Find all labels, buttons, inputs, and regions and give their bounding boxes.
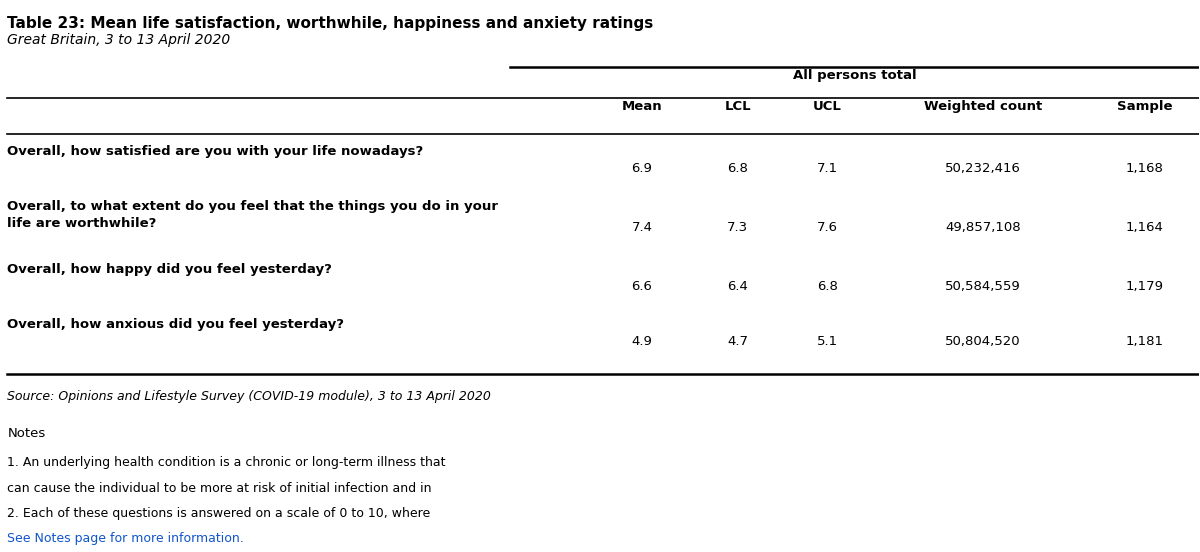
Text: UCL: UCL (814, 100, 842, 113)
Text: 50,584,559: 50,584,559 (946, 280, 1021, 294)
Text: Overall, how anxious did you feel yesterday?: Overall, how anxious did you feel yester… (7, 317, 344, 331)
Text: 6.8: 6.8 (727, 162, 748, 176)
Text: Overall, how satisfied are you with your life nowadays?: Overall, how satisfied are you with your… (7, 145, 424, 158)
Text: 7.1: 7.1 (817, 162, 838, 176)
Text: 6.6: 6.6 (631, 280, 653, 294)
Text: 1. An underlying health condition is a chronic or long-term illness that: 1. An underlying health condition is a c… (7, 457, 446, 469)
Text: Great Britain, 3 to 13 April 2020: Great Britain, 3 to 13 April 2020 (7, 33, 230, 47)
Text: 6.8: 6.8 (817, 280, 838, 294)
Text: 7.3: 7.3 (727, 221, 749, 235)
Text: Sample: Sample (1117, 100, 1172, 113)
Text: 7.4: 7.4 (631, 221, 653, 235)
Text: See Notes page for more information.: See Notes page for more information. (7, 532, 244, 545)
Text: Overall, how happy did you feel yesterday?: Overall, how happy did you feel yesterda… (7, 263, 332, 275)
Text: 49,857,108: 49,857,108 (946, 221, 1021, 235)
Text: 4.7: 4.7 (727, 336, 748, 348)
Text: Notes: Notes (7, 427, 46, 440)
Text: 2. Each of these questions is answered on a scale of 0 to 10, where: 2. Each of these questions is answered o… (7, 507, 431, 520)
Text: 5.1: 5.1 (817, 336, 838, 348)
Text: 1,168: 1,168 (1126, 162, 1164, 176)
Text: 50,804,520: 50,804,520 (946, 336, 1021, 348)
Text: All persons total: All persons total (792, 68, 917, 82)
Text: 50,232,416: 50,232,416 (946, 162, 1021, 176)
Text: 6.4: 6.4 (727, 280, 748, 294)
Text: can cause the individual to be more at risk of initial infection and in: can cause the individual to be more at r… (7, 482, 432, 495)
Text: 1,181: 1,181 (1126, 336, 1164, 348)
Text: Mean: Mean (622, 100, 662, 113)
Text: Weighted count: Weighted count (924, 100, 1043, 113)
Text: Overall, to what extent do you feel that the things you do in your
life are wort: Overall, to what extent do you feel that… (7, 200, 498, 230)
Text: 1,179: 1,179 (1126, 280, 1164, 294)
Text: 7.6: 7.6 (817, 221, 838, 235)
Text: 4.9: 4.9 (631, 336, 653, 348)
Text: LCL: LCL (725, 100, 751, 113)
Text: 6.9: 6.9 (631, 162, 653, 176)
Text: Table 23: Mean life satisfaction, worthwhile, happiness and anxiety ratings: Table 23: Mean life satisfaction, worthw… (7, 15, 654, 30)
Text: 1,164: 1,164 (1126, 221, 1164, 235)
Text: Source: Opinions and Lifestyle Survey (COVID-19 module), 3 to 13 April 2020: Source: Opinions and Lifestyle Survey (C… (7, 390, 491, 402)
